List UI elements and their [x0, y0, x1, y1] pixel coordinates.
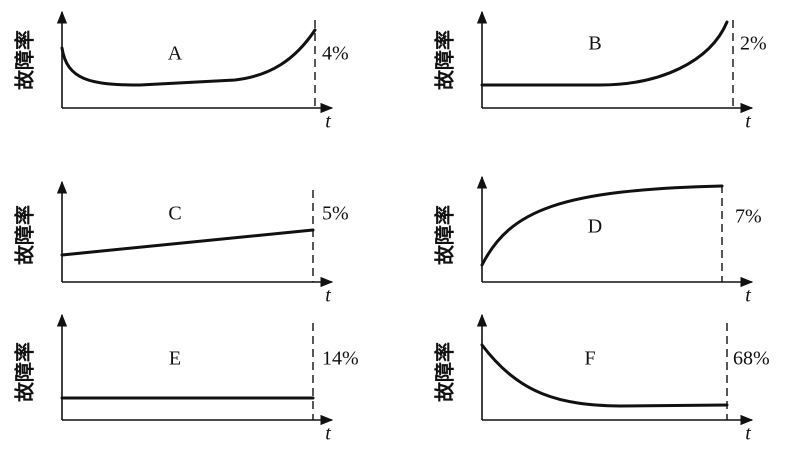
curve-label: C	[168, 203, 181, 225]
curve	[480, 184, 724, 267]
x-label: t	[745, 285, 751, 307]
y-label: 故障率	[13, 342, 37, 402]
panel: F 68% t 故障率	[433, 313, 770, 445]
curve-label: B	[588, 33, 601, 55]
panel: B 2% t 故障率	[433, 10, 767, 133]
curve-label: E	[169, 348, 181, 370]
curve	[480, 20, 729, 87]
curve-label: A	[168, 43, 183, 65]
y-label: 故障率	[433, 205, 457, 265]
curve	[60, 228, 315, 257]
x-label: t	[745, 111, 751, 133]
curve	[480, 343, 729, 408]
x-label: t	[745, 423, 751, 445]
x-label: t	[325, 423, 331, 445]
y-label: 故障率	[13, 30, 37, 90]
curve-label: F	[584, 348, 595, 370]
percent: 5%	[322, 203, 349, 225]
x-label: t	[325, 111, 331, 133]
curve-label: D	[588, 216, 602, 238]
percent: 7%	[735, 206, 762, 228]
percent: 4%	[322, 43, 349, 65]
panel: E 14% t 故障率	[13, 313, 359, 445]
y-label: 故障率	[433, 342, 457, 402]
panel: D 7% t 故障率	[433, 175, 762, 307]
percent: 68%	[733, 348, 770, 370]
y-label: 故障率	[13, 205, 37, 265]
y-label: 故障率	[433, 30, 457, 90]
panel: A 4% t 故障率	[13, 10, 349, 133]
x-label: t	[325, 285, 331, 307]
percent: 14%	[322, 348, 359, 370]
percent: 2%	[740, 33, 767, 55]
panel: C 5% t 故障率	[13, 180, 349, 307]
curve	[60, 28, 317, 87]
